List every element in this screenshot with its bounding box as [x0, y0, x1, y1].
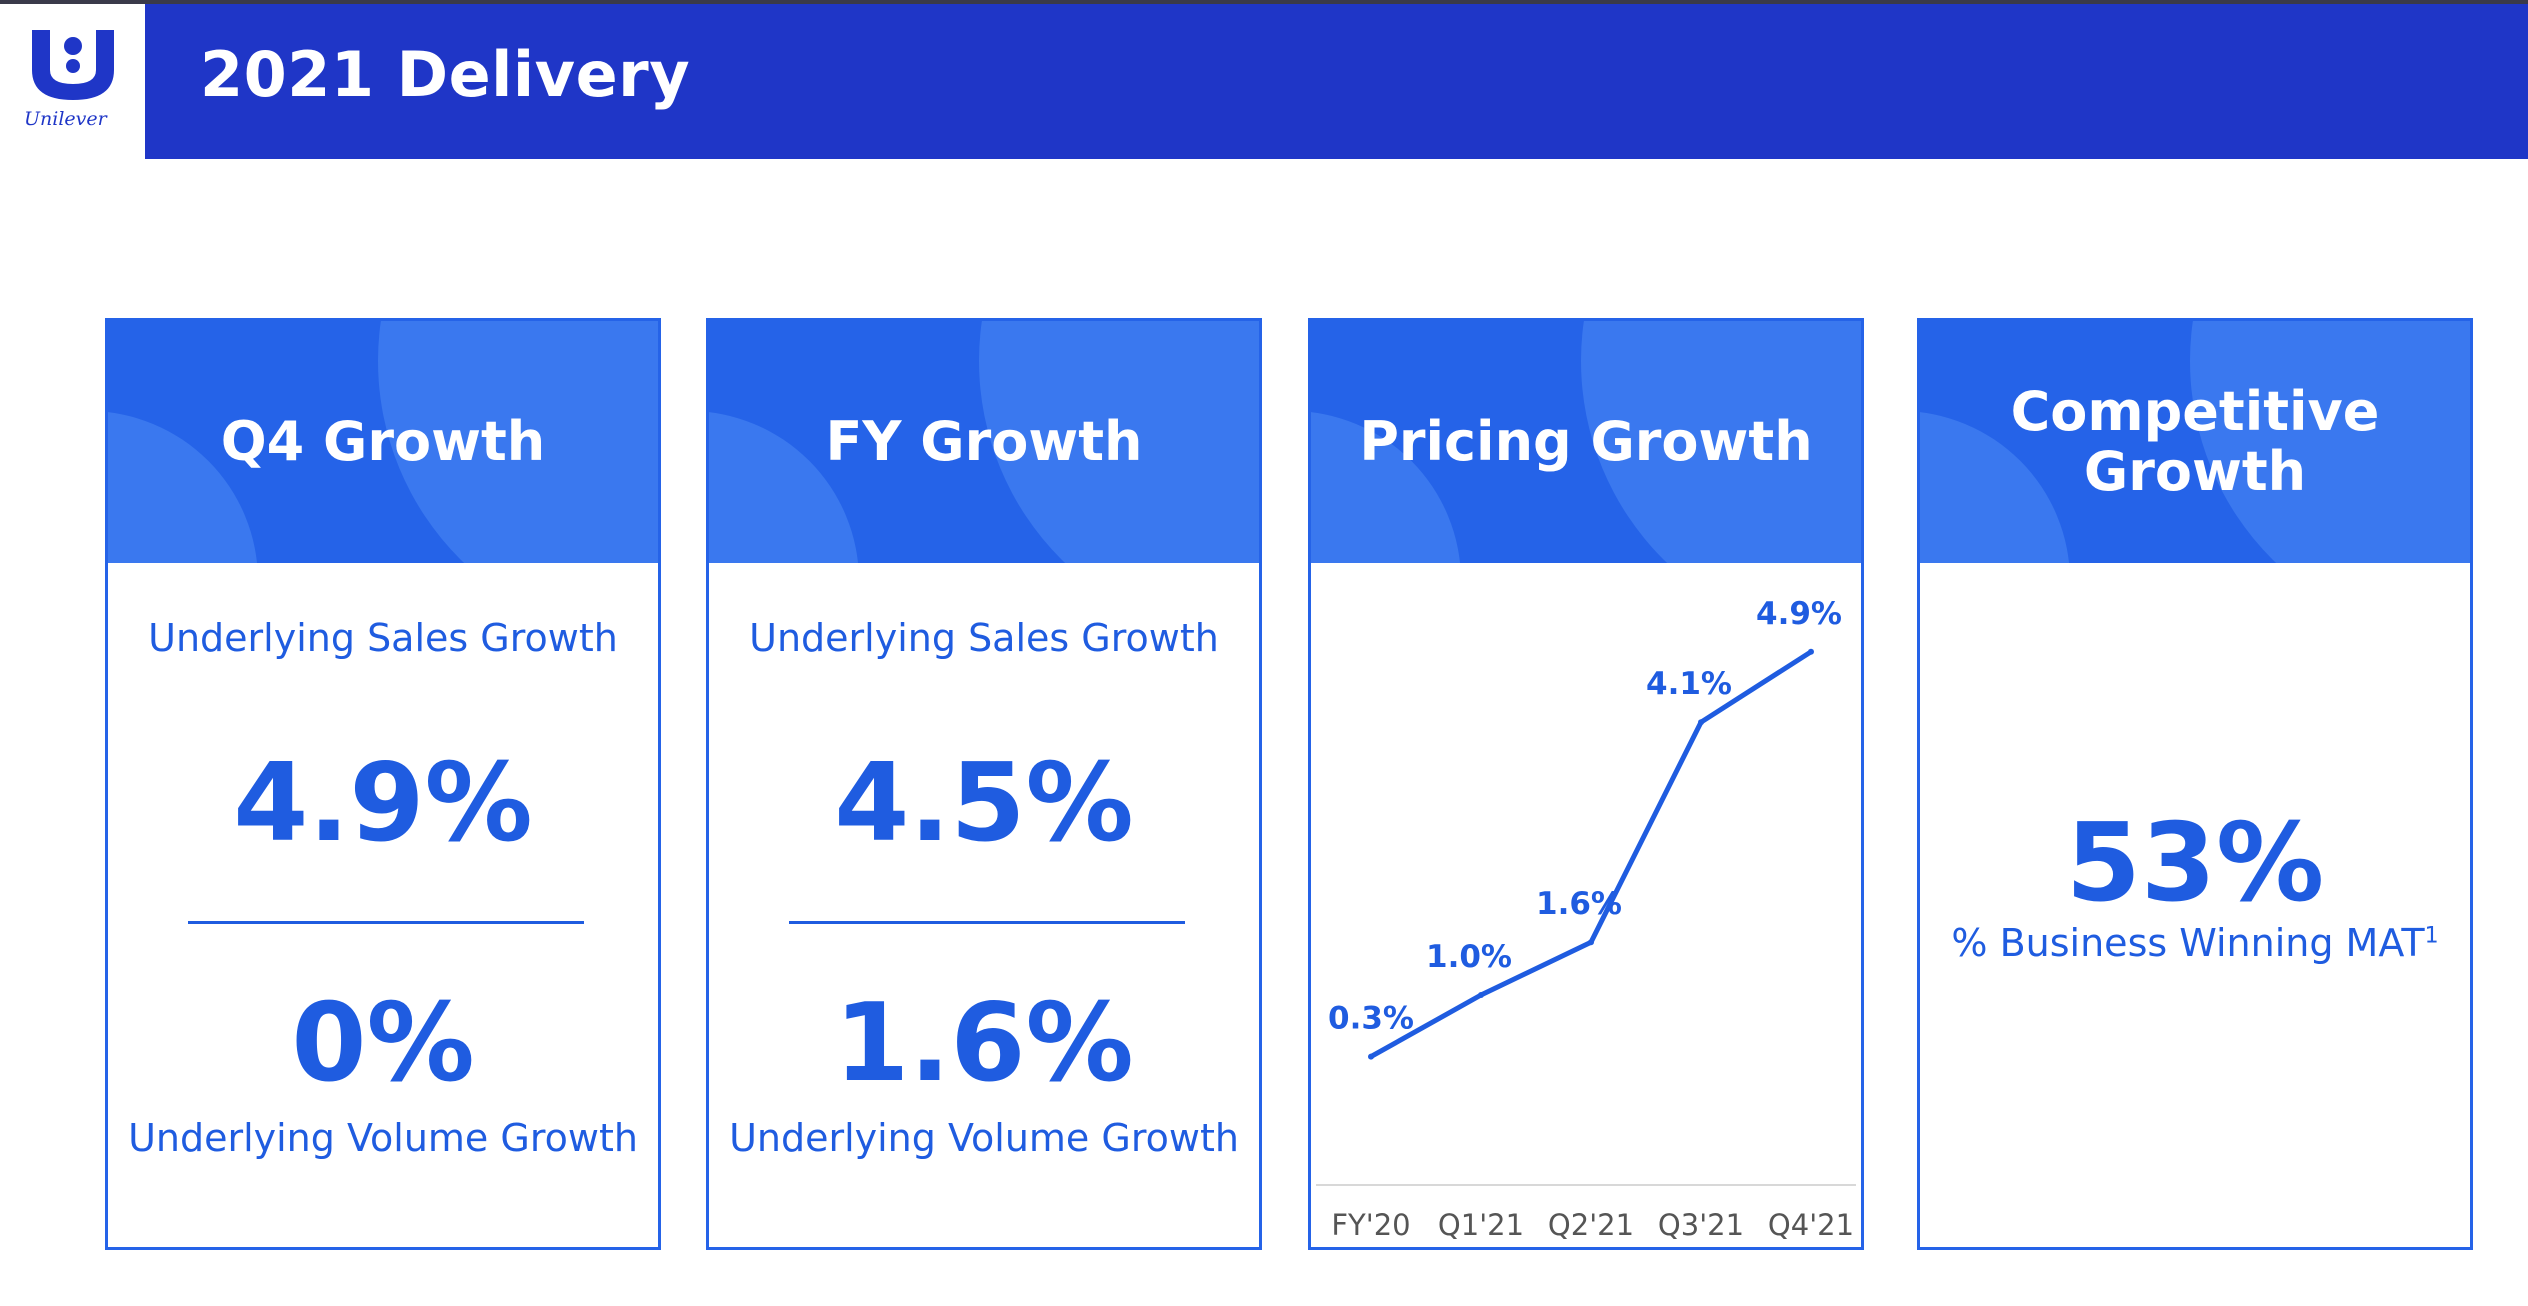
card-header: Pricing Growth: [1311, 321, 1861, 563]
data-point: [1368, 1053, 1374, 1060]
competitive-label-text: % Business Winning MAT: [1951, 921, 2425, 965]
logo: Unilever: [0, 4, 145, 159]
data-label: 4.9%: [1756, 596, 1842, 632]
data-label: 1.0%: [1426, 939, 1512, 975]
data-point: [1588, 939, 1594, 946]
divider: [789, 921, 1185, 924]
x-tick-label: Q1'21: [1438, 1208, 1524, 1242]
footnote-marker: 1: [2424, 923, 2439, 949]
data-point: [1478, 992, 1484, 998]
bottom-metric-value: 0%: [291, 981, 475, 1106]
top-metric-label: Underlying Sales Growth: [148, 616, 618, 660]
top-border: [0, 0, 2528, 4]
bottom-metric-label: Underlying Volume Growth: [128, 1116, 638, 1160]
bottom-metric-label: Underlying Volume Growth: [729, 1116, 1239, 1160]
competitive-label: % Business Winning MAT1: [1920, 921, 2470, 965]
x-tick-label: Q2'21: [1548, 1208, 1634, 1242]
data-label: 0.3%: [1328, 1001, 1414, 1037]
title-bar: [145, 4, 2528, 159]
data-point: [1698, 719, 1704, 726]
card-fy-growth: FY Growth Underlying Sales Growth 4.5% 1…: [706, 318, 1262, 1250]
page-title: 2021 Delivery: [200, 38, 691, 111]
data-label: 4.1%: [1646, 666, 1732, 702]
pricing-line-chart: 0.3% FY'20 1.0% Q1'21 1.6% Q2'21 4.1% Q3'21 4.9%…: [1316, 596, 1856, 1242]
top-metric-value: 4.9%: [233, 741, 533, 866]
top-metric-label: Underlying Sales Growth: [749, 616, 1219, 660]
card-competitive-growth: Competitive Growth 53% % Business Winnin…: [1917, 318, 2473, 1250]
bottom-metric-value: 1.6%: [834, 981, 1134, 1106]
divider: [188, 921, 584, 924]
card-title: Q4 Growth: [220, 410, 546, 473]
card-title: FY Growth: [825, 410, 1143, 473]
competitive-value: 53%: [2065, 801, 2325, 926]
card-header: Competitive Growth: [1920, 321, 2470, 563]
data-point: [1808, 648, 1814, 655]
unilever-u-icon: [32, 30, 114, 100]
series-line: [1369, 649, 1813, 1059]
top-metric-value: 4.5%: [834, 741, 1134, 866]
logo-wordmark: Unilever: [24, 108, 107, 130]
x-tick-label: FY'20: [1331, 1208, 1410, 1242]
x-tick-label: Q4'21: [1768, 1208, 1854, 1242]
data-label: 1.6%: [1536, 886, 1622, 922]
x-tick-label: Q3'21: [1658, 1208, 1744, 1242]
card-title: Pricing Growth: [1359, 410, 1813, 473]
card-pricing-growth: Pricing Growth 0.3% FY'20 1.0% Q1'21 1.6% Q2'…: [1308, 318, 1864, 1250]
card-header: Q4 Growth: [108, 321, 658, 563]
card-q4-growth: Q4 Growth Underlying Sales Growth 4.9% 0…: [105, 318, 661, 1250]
card-title: Competitive Growth: [2010, 380, 2380, 503]
card-header: FY Growth: [709, 321, 1259, 563]
